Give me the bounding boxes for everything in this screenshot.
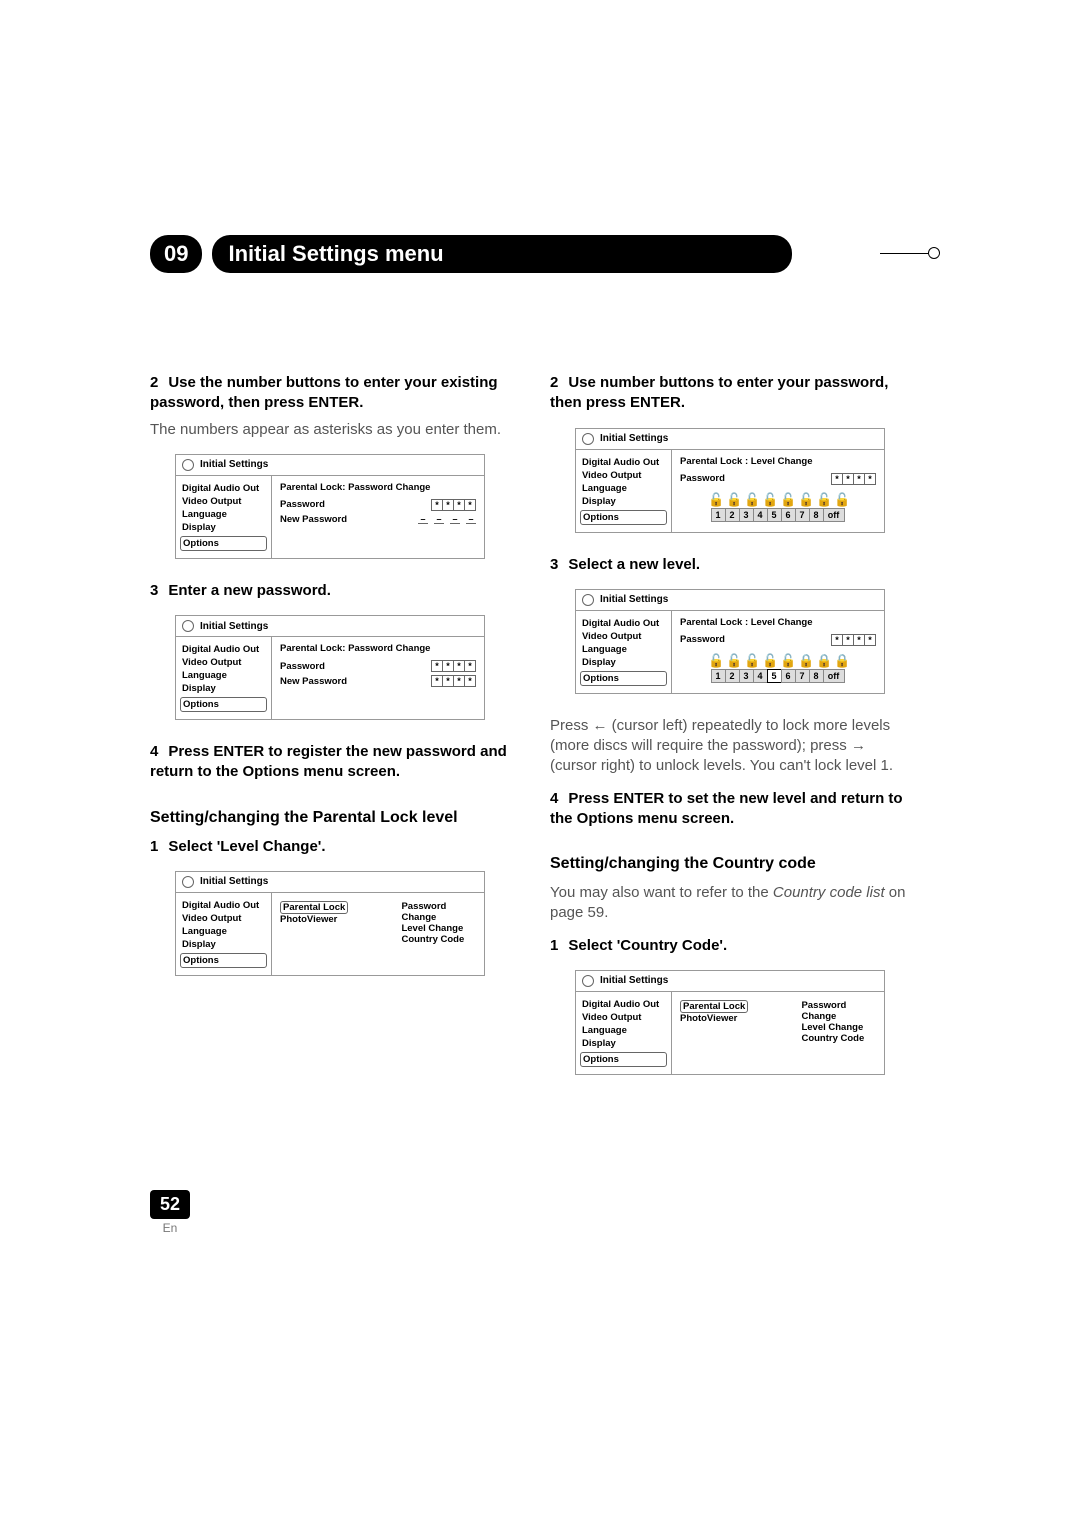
disc-icon <box>182 459 194 471</box>
chapter-rule <box>880 253 930 254</box>
osd-breadcrumb: Parental Lock: Password Change <box>280 482 476 493</box>
step-2-right: 2Use number buttons to enter your passwo… <box>550 373 910 414</box>
step-2-left-note: The numbers appear as asterisks as you e… <box>150 420 510 440</box>
osd-country-menu: Initial Settings Digital Audio Out Video… <box>575 970 885 1075</box>
step-4-left: 4Press ENTER to register the new passwor… <box>150 742 510 783</box>
osd-title: Initial Settings <box>200 459 268 470</box>
step-4-right: 4Press ENTER to set the new level and re… <box>550 789 910 830</box>
osd-sidebar: Digital Audio Out Video Output Language … <box>176 476 272 558</box>
disc-icon <box>582 975 594 987</box>
page-footer: 52 En <box>150 1190 190 1235</box>
level-locks-all-open: 🔓🔓🔓🔓🔓🔓🔓🔓 12345678off <box>680 493 876 522</box>
country-code-note: You may also want to refer to the Countr… <box>550 883 910 924</box>
cursor-instructions: Press ← (cursor left) repeatedly to lock… <box>550 716 910 777</box>
chapter-title-pill: Initial Settings menu <box>212 235 792 273</box>
disc-icon <box>582 433 594 445</box>
step-1-level: 1Select 'Level Change'. <box>150 837 510 857</box>
step-2-left: 2Use the number buttons to enter your ex… <box>150 373 510 414</box>
section-country-code: Setting/changing the Country code <box>550 855 910 873</box>
osd-password-2: Initial Settings Digital Audio Out Video… <box>175 615 485 720</box>
chapter-endcap <box>928 247 940 259</box>
chapter-title: Initial Settings menu <box>228 241 443 267</box>
level-locks-mixed: 🔓🔓🔓🔓🔓🔒🔒🔒 12345678off <box>680 654 876 683</box>
osd-level-menu: Initial Settings Digital Audio Out Video… <box>175 871 485 976</box>
right-column: 2Use number buttons to enter your passwo… <box>550 373 910 1097</box>
disc-icon <box>182 876 194 888</box>
page-language: En <box>150 1221 190 1235</box>
step-3-right: 3Select a new level. <box>550 555 910 575</box>
disc-icon <box>182 620 194 632</box>
new-password-blank: –––– <box>418 514 476 524</box>
chapter-header: 09 Initial Settings menu <box>150 235 920 273</box>
password-entered: **** <box>432 499 476 511</box>
section-parental-level: Setting/changing the Parental Lock level <box>150 809 510 827</box>
arrow-left-icon: ← <box>593 717 608 734</box>
arrow-right-icon: → <box>851 737 866 754</box>
osd-level-2: Initial Settings Digital Audio Out Video… <box>575 589 885 694</box>
step-1-country: 1Select 'Country Code'. <box>550 936 910 956</box>
osd-level-1: Initial Settings Digital Audio Out Video… <box>575 428 885 533</box>
left-column: 2Use the number buttons to enter your ex… <box>150 373 510 1097</box>
step-3-left: 3Enter a new password. <box>150 581 510 601</box>
step-2-left-text: Use the number buttons to enter your exi… <box>150 374 498 411</box>
disc-icon <box>582 594 594 606</box>
chapter-number: 09 <box>150 235 202 273</box>
osd-password-1: Initial Settings Digital Audio Out Video… <box>175 454 485 559</box>
page-number: 52 <box>150 1190 190 1219</box>
